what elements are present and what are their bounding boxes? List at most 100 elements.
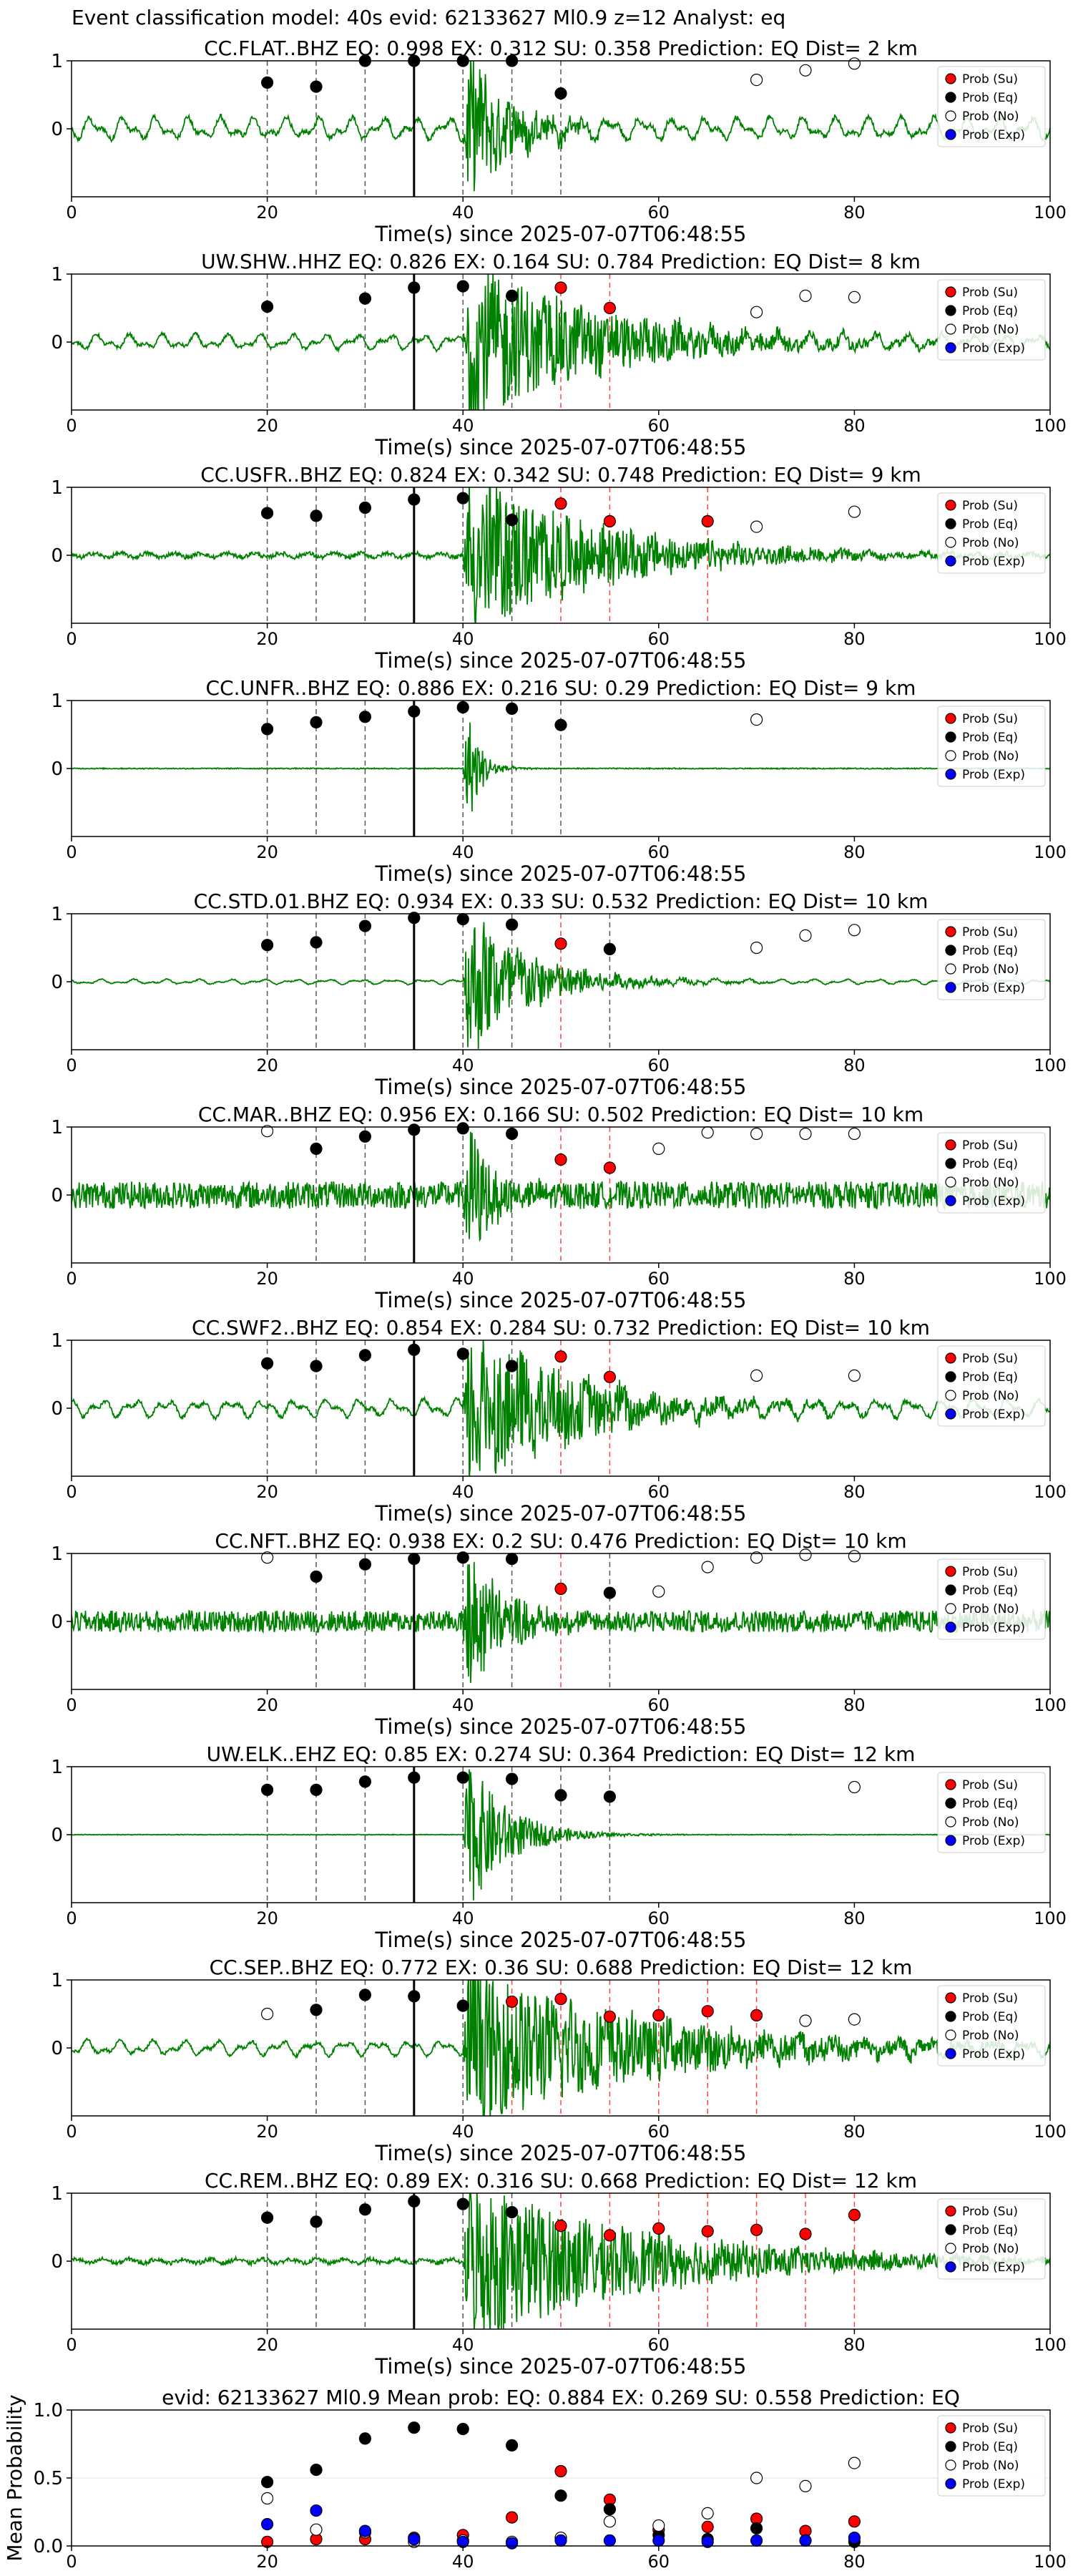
point-probsu xyxy=(554,1153,567,1166)
x-tick-label: 20 xyxy=(256,2552,278,2572)
legend-label: Prob (Su) xyxy=(962,499,1018,513)
point-probeq xyxy=(408,2421,421,2434)
x-axis-label: Time(s) since 2025-07-07T06:48:55 xyxy=(375,1288,747,1312)
legend-marker xyxy=(945,537,956,548)
legend-marker xyxy=(945,982,956,993)
x-tick-label: 0 xyxy=(66,1695,77,1715)
legend-label: Prob (Su) xyxy=(962,1138,1018,1153)
point-probeq xyxy=(603,1586,617,1599)
x-tick-label: 100 xyxy=(1034,1055,1067,1075)
x-tick-label: 20 xyxy=(256,629,278,649)
legend-label: Prob (Eq) xyxy=(962,517,1018,532)
subplot-11: CC.REM..BHZ EQ: 0.89 EX: 0.316 SU: 0.668… xyxy=(51,2169,1066,2379)
legend-label: Prob (Exp) xyxy=(962,2477,1025,2492)
point-probsu xyxy=(750,2223,763,2236)
point-probeq xyxy=(358,2203,371,2216)
point-probeq xyxy=(603,942,617,956)
point-probno xyxy=(261,2007,274,2021)
legend-label: Prob (No) xyxy=(962,2459,1019,2473)
point-probexp xyxy=(701,2535,714,2548)
y-tick-label: 1.0 xyxy=(34,2400,63,2421)
legend-label: Prob (Eq) xyxy=(962,1370,1018,1385)
legend-box xyxy=(937,1132,1046,1214)
subplot-title: CC.MAR..BHZ EQ: 0.956 EX: 0.166 SU: 0.50… xyxy=(198,1103,923,1126)
point-probno xyxy=(750,1369,763,1382)
legend-marker xyxy=(945,769,956,780)
point-probsu xyxy=(652,2222,665,2235)
point-probsu xyxy=(554,2220,567,2233)
legend-label: Prob (Exp) xyxy=(962,1407,1025,1422)
point-probeq xyxy=(310,1570,323,1583)
x-tick-label: 80 xyxy=(843,2122,866,2142)
point-probsu xyxy=(848,2515,861,2528)
legend-label: Prob (Exp) xyxy=(962,555,1025,569)
legend-marker xyxy=(945,1816,956,1828)
point-probsu xyxy=(652,2009,665,2021)
legend-marker xyxy=(945,1779,956,1790)
point-probeq xyxy=(505,513,519,527)
point-probeq xyxy=(554,1789,567,1802)
point-probno xyxy=(261,1551,274,1564)
x-tick-label: 0 xyxy=(66,842,77,862)
y-axis-label: Mean Probability xyxy=(3,2394,26,2561)
point-probno xyxy=(848,924,861,937)
y-tick-label: 0 xyxy=(51,1185,63,1206)
point-probno xyxy=(848,1780,861,1794)
point-probno xyxy=(848,57,861,70)
legend-marker xyxy=(945,342,956,353)
y-tick-label: 1 xyxy=(51,1970,63,1991)
y-tick-label: 0 xyxy=(51,545,63,567)
point-probeq xyxy=(408,1771,421,1784)
point-probeq xyxy=(310,80,323,93)
point-probeq xyxy=(310,2215,323,2228)
x-tick-label: 40 xyxy=(452,1695,474,1715)
legend-marker xyxy=(945,713,956,724)
waveform-trace xyxy=(72,61,1050,192)
legend-marker xyxy=(945,2048,956,2059)
subplot-10: CC.SEP..BHZ EQ: 0.772 EX: 0.36 SU: 0.688… xyxy=(51,1956,1066,2165)
point-probsu xyxy=(554,281,567,294)
x-tick-label: 0 xyxy=(66,1055,77,1075)
x-tick-label: 60 xyxy=(648,1269,670,1289)
point-probno xyxy=(848,2457,861,2469)
x-tick-label: 40 xyxy=(452,1908,474,1928)
legend-marker xyxy=(945,323,956,335)
subplot-9: UW.ELK..EHZ EQ: 0.85 EX: 0.274 SU: 0.364… xyxy=(51,1742,1066,1952)
legend-box xyxy=(937,1345,1046,1427)
point-probno xyxy=(652,2519,665,2532)
point-probno xyxy=(848,1127,861,1141)
x-tick-label: 20 xyxy=(256,1269,278,1289)
point-probno xyxy=(848,291,861,303)
x-tick-label: 40 xyxy=(452,2552,474,2572)
x-tick-label: 100 xyxy=(1034,416,1067,436)
subplot-title: CC.STD.01.BHZ EQ: 0.934 EX: 0.33 SU: 0.5… xyxy=(194,889,929,913)
x-tick-label: 60 xyxy=(648,842,670,862)
y-tick-label: 0 xyxy=(51,1825,63,1846)
point-probexp xyxy=(652,2534,665,2547)
point-probeq xyxy=(456,912,469,926)
point-probeq xyxy=(505,1772,519,1785)
x-tick-label: 0 xyxy=(66,1269,77,1289)
legend-label: Prob (Su) xyxy=(962,1778,1018,1792)
legend-marker xyxy=(945,2011,956,2022)
x-tick-label: 100 xyxy=(1034,2122,1067,2142)
point-probeq xyxy=(456,1347,469,1360)
point-probno xyxy=(750,1127,763,1141)
subplot-2: UW.SHW..HHZ EQ: 0.826 EX: 0.164 SU: 0.78… xyxy=(51,250,1066,459)
legend-marker xyxy=(945,1603,956,1614)
point-probno xyxy=(799,2479,812,2492)
legend-marker xyxy=(945,926,956,937)
x-axis-label: Time(s) since 2025-07-07T06:48:55 xyxy=(375,2354,747,2379)
point-probno xyxy=(261,1125,274,1138)
x-tick-label: 20 xyxy=(256,2122,278,2142)
x-tick-label: 60 xyxy=(648,416,670,436)
legend-marker xyxy=(945,1352,956,1364)
waveform-trace xyxy=(72,922,1050,1049)
y-tick-label: 1 xyxy=(51,904,63,925)
point-probeq xyxy=(310,716,323,729)
legend-marker xyxy=(945,1835,956,1846)
legend-label: Prob (No) xyxy=(962,1176,1019,1190)
x-tick-label: 80 xyxy=(843,1695,866,1715)
legend-marker xyxy=(945,731,956,743)
point-probeq xyxy=(310,2464,323,2477)
